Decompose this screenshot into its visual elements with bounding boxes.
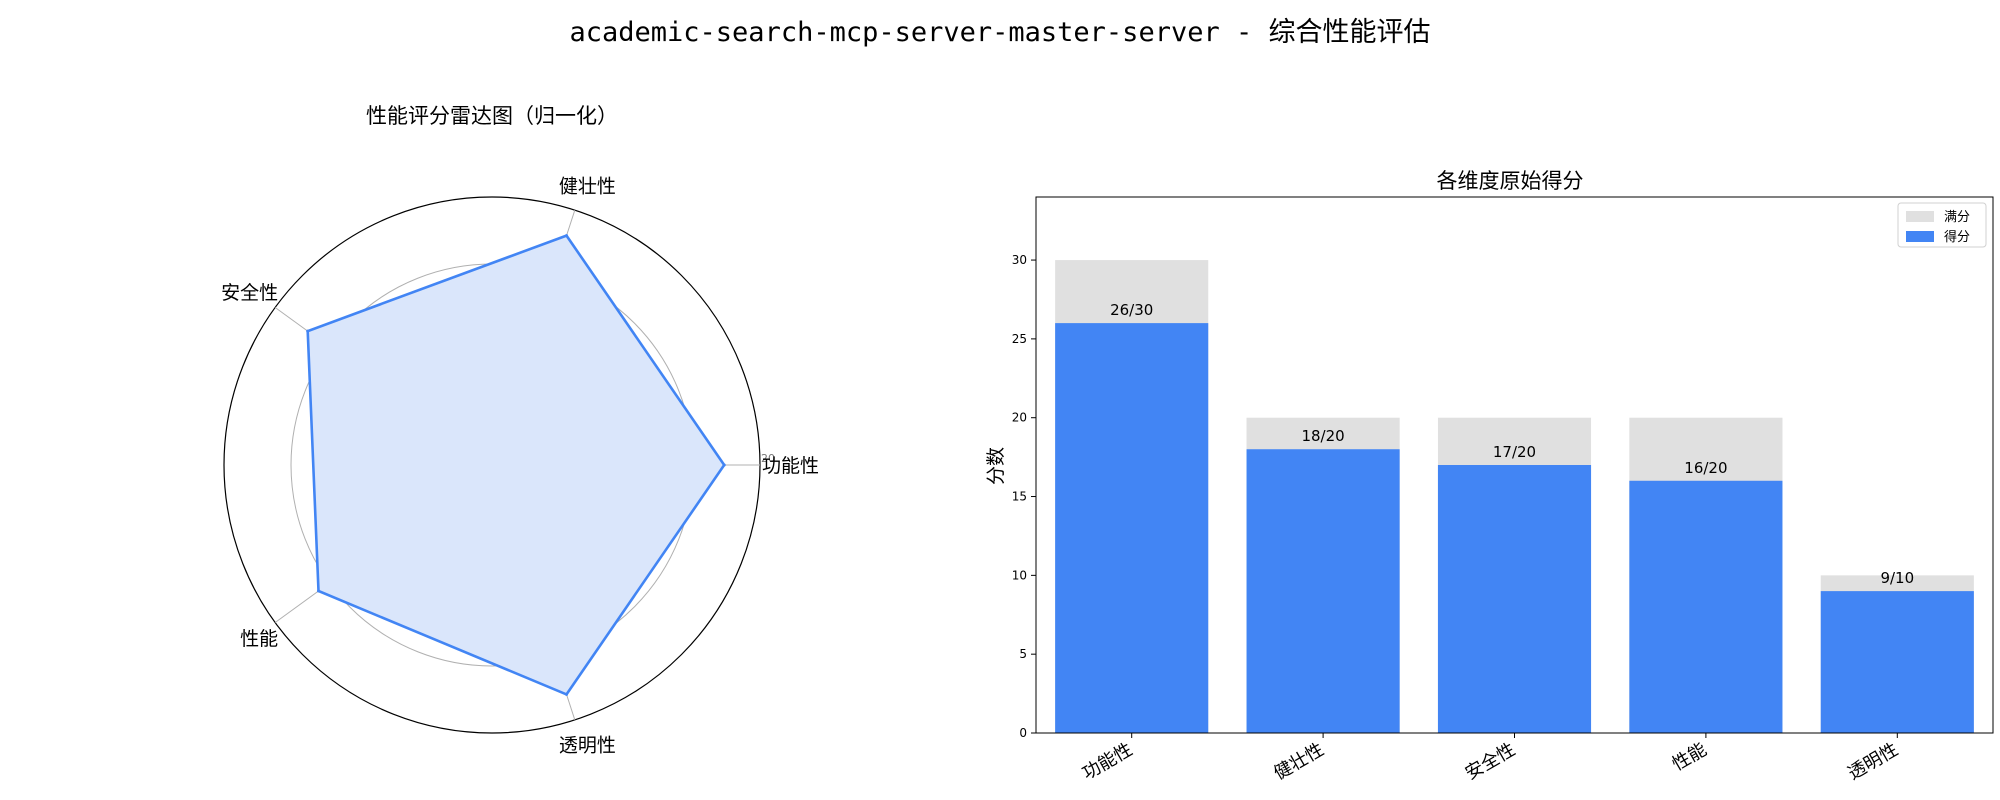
bar-plot-border <box>1035 196 1994 734</box>
bar-score <box>1820 591 1974 733</box>
bar-data-label: 26/30 <box>1110 301 1153 319</box>
bar-x-axis: 功能性 健壮性 安全性 性能 透明性 <box>1079 733 1902 784</box>
radar-category-label: 性能 <box>240 628 278 650</box>
bar-x-tick-label: 功能性 <box>1079 739 1136 784</box>
bar-data-label: 18/20 <box>1301 427 1344 445</box>
bar-y-tick-label: 30 <box>1012 253 1027 267</box>
radar-category-label: 功能性 <box>762 455 819 477</box>
radar-point <box>565 234 569 238</box>
bar-marks: 26/30 18/20 17/20 16/20 9/10 <box>1055 260 1974 733</box>
bar-chart: 各维度原始得分 0 5 10 15 20 25 30 26/30 18/20 17/20 16/2… <box>985 169 1994 784</box>
bar-score <box>1437 465 1592 733</box>
bar-score <box>1629 480 1783 733</box>
radar-r-tick-label: 20 <box>761 452 775 465</box>
bar-y-tick-label: 25 <box>1012 332 1027 346</box>
radar-point <box>722 463 726 467</box>
bar-legend-swatch <box>1906 231 1934 242</box>
bar-chart-title: 各维度原始得分 <box>1437 169 1584 193</box>
radar-series <box>306 234 726 697</box>
radar-category-label: 健壮性 <box>559 175 616 197</box>
bar-data-label: 9/10 <box>1880 569 1914 587</box>
radar-category-label: 安全性 <box>221 282 278 304</box>
bar-score <box>1055 323 1209 733</box>
radar-point <box>306 329 310 333</box>
bar-y-tick-label: 20 <box>1012 411 1027 425</box>
bar-x-tick-label: 健壮性 <box>1270 739 1327 784</box>
radar-fill-area <box>307 235 725 695</box>
bar-y-tick-label: 0 <box>1019 726 1027 740</box>
bar-legend-label: 满分 <box>1944 210 1970 225</box>
bar-y-axis-label: 分数 <box>985 447 1007 485</box>
bar-data-label: 16/20 <box>1684 459 1727 477</box>
bar-x-tick-label: 性能 <box>1669 739 1711 775</box>
bar-data-label: 17/20 <box>1493 443 1536 461</box>
radar-series-line <box>306 234 726 697</box>
radar-category-label: 透明性 <box>559 735 616 757</box>
radar-point <box>317 589 321 593</box>
figure-title: academic-search-mcp-server-master-server… <box>569 17 1431 48</box>
bar-legend-label: 得分 <box>1944 229 1970 245</box>
bar-score <box>1246 449 1400 733</box>
radar-point <box>565 692 569 696</box>
bar-y-tick-label: 15 <box>1012 490 1027 504</box>
bar-y-tick-label: 10 <box>1012 568 1027 582</box>
bar-x-tick-label: 安全性 <box>1462 739 1519 784</box>
radar-chart-title: 性能评分雷达图（归一化） <box>366 104 618 128</box>
bar-x-tick-label: 透明性 <box>1845 739 1902 784</box>
bar-plot-frame <box>1035 196 1994 734</box>
bar-legend-swatch <box>1906 211 1934 222</box>
bar-y-tick-label: 5 <box>1019 647 1027 661</box>
bar-y-axis: 0 5 10 15 20 25 30 <box>1012 253 1036 740</box>
